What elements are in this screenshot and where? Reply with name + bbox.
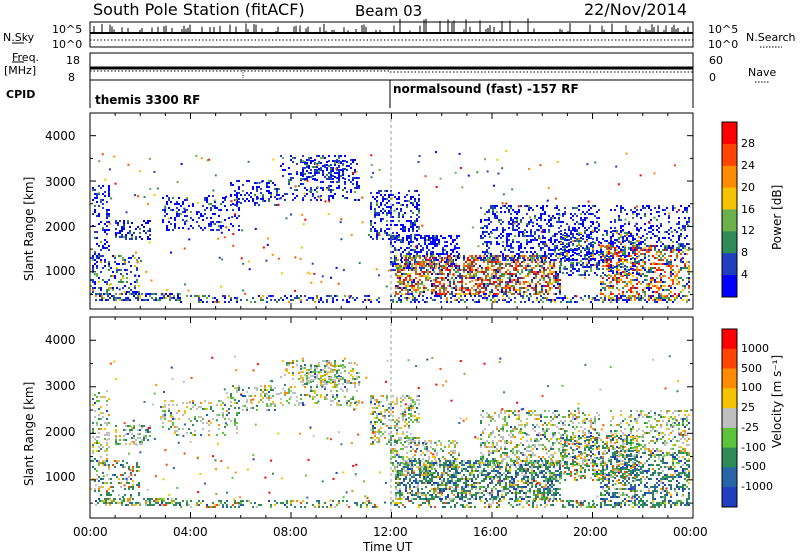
velocity-colorbar <box>721 328 738 508</box>
velocity-heatmap <box>90 355 690 508</box>
xtick-1: 04:00 <box>173 525 208 539</box>
xtick-4: 16:00 <box>473 525 508 539</box>
colorbar-tick: 12 <box>741 224 755 238</box>
power-ytick-1000: 1000 <box>45 264 76 278</box>
power-colorbar <box>721 121 738 298</box>
colorbar-tick: 24 <box>741 158 755 172</box>
power-colorbar-label: Power [dB] <box>770 184 784 250</box>
colorbar-tick: 100 <box>741 381 762 395</box>
power-ytick-4000: 4000 <box>45 129 76 143</box>
colorbar-tick: 25 <box>741 401 755 415</box>
colorbar-tick: 4 <box>741 268 748 282</box>
nsky-tick-top: 10^5 <box>52 23 83 36</box>
vel-ytick-1000: 1000 <box>45 470 76 484</box>
nsearch-label: N.Search <box>746 31 796 44</box>
nave-label: Nave <box>748 66 777 79</box>
strip-marks <box>90 18 693 78</box>
freq-label: Freq. <box>12 51 40 64</box>
colorbar-tick: 1000 <box>741 341 769 355</box>
nave-tick-bottom: 0 <box>709 71 716 84</box>
mhz-label: [MHz] <box>4 64 37 77</box>
colorbar-tick: -1000 <box>741 480 773 494</box>
colorbar-tick: 8 <box>741 246 748 260</box>
xtick-0: 00:00 <box>73 525 108 539</box>
nsearch-tick-bottom: 10^0 <box>708 38 739 51</box>
xlabel: Time UT <box>363 540 413 554</box>
velocity-colorbar-label: Velocity [m s⁻¹] <box>770 354 784 448</box>
xtick-3: 12:00 <box>373 525 408 539</box>
colorbar-tick: -500 <box>741 460 766 474</box>
colorbar-tick: 20 <box>741 180 755 194</box>
axis-ticks <box>89 112 694 518</box>
freq-tick-bottom: 8 <box>68 71 75 84</box>
colorbar-tick: 16 <box>741 202 755 216</box>
nsky-strip-frame <box>89 21 694 48</box>
vel-ytick-4000: 4000 <box>45 333 76 347</box>
power-ytick-3000: 3000 <box>45 175 76 189</box>
power-ylabel: Slant Range [km] <box>22 176 36 281</box>
nsky-tick-bottom: 10^0 <box>52 38 83 51</box>
colorbar-tick: 500 <box>741 361 762 375</box>
velocity-ylabel: Slant Range [km] <box>22 381 36 486</box>
xtick-6: 00:00 <box>673 525 708 539</box>
vel-ytick-3000: 3000 <box>45 379 76 393</box>
vel-ytick-2000: 2000 <box>45 425 76 439</box>
station-title: South Pole Station (fitACF) <box>93 0 305 19</box>
date-label: 22/Nov/2014 <box>584 0 688 19</box>
nsearch-tick-top: 10^5 <box>708 23 739 36</box>
xtick-2: 08:00 <box>273 525 308 539</box>
cpid-right: normalsound (fast) -157 RF <box>393 82 579 96</box>
colorbar-tick: 28 <box>741 136 755 150</box>
cpid-label: CPID <box>6 88 36 101</box>
colorbar-tick: -100 <box>741 440 766 454</box>
beam-label: Beam 03 <box>355 2 423 20</box>
cpid-left: themis 3300 RF <box>95 93 201 107</box>
power-ytick-2000: 2000 <box>45 220 76 234</box>
power-heatmap <box>90 150 690 303</box>
xtick-5: 20:00 <box>573 525 608 539</box>
nsky-label: N.Sky <box>3 31 35 44</box>
colorbar-tick: -25 <box>741 420 759 434</box>
nave-tick-top: 60 <box>709 54 723 67</box>
freq-tick-top: 18 <box>66 54 80 67</box>
